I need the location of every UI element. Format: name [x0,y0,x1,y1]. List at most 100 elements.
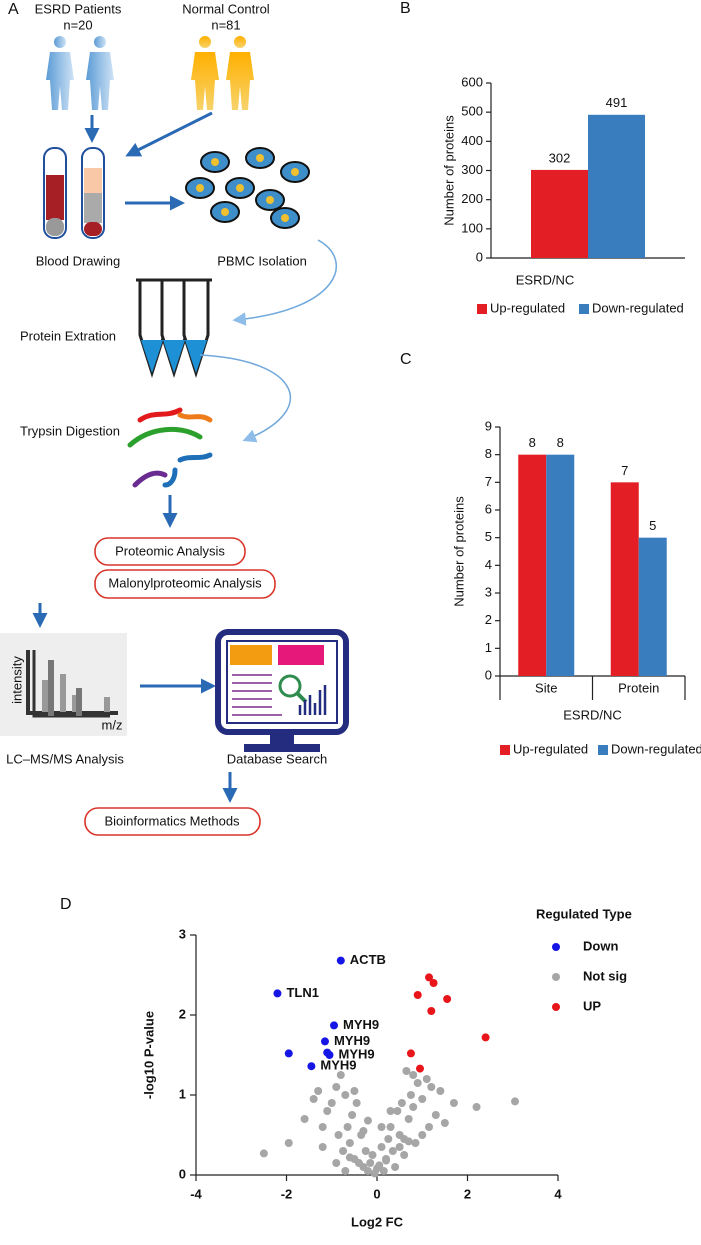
x-axis-label: ESRD/NC [563,707,622,722]
bar-chart: 0 100 200 300 400 500 600 ESRD/NC 302 491 Number o… [441,74,685,315]
point [400,1151,409,1159]
y-tick-label: 0 [485,667,492,682]
y-tick-label: 7 [485,474,492,489]
y-tick-label: 4 [485,557,492,572]
step-label: Trypsin Digestion [20,423,120,438]
x-axis-label: Log2 FC [351,1214,404,1229]
point [352,1099,361,1107]
y-tick-label: 400 [461,133,483,148]
point [341,1091,350,1099]
point [449,1099,458,1107]
x-tick-label: ESRD/NC [516,272,575,287]
point [382,1156,391,1165]
x-tick-label: 2 [464,1186,471,1201]
point [425,1123,434,1131]
y-tick-label: 500 [461,104,483,119]
y-tick-label: 0 [476,249,483,264]
point [413,1079,422,1087]
point [395,1143,404,1151]
point [320,1037,329,1046]
point [386,1107,395,1115]
legend-label: Up-regulated [490,300,565,315]
point [350,1087,359,1095]
point [343,1123,352,1131]
y-tick-label: 2 [179,1006,186,1021]
bar [531,169,588,258]
point [422,1075,431,1083]
point [336,1071,345,1079]
y-tick-label: 1 [179,1086,186,1101]
x-tick-label: -2 [281,1186,293,1201]
point [300,1115,309,1123]
workflow: ESRD Patients n=20 Normal Control n=81 B… [0,1,349,836]
point [418,1131,427,1139]
point [361,1147,370,1155]
arrow [125,111,213,157]
point-label: MYH9 [338,1046,374,1061]
method-label: Proteomic Analysis [115,543,225,558]
panel-label: C [400,351,412,368]
point [481,1033,490,1042]
point [429,979,438,987]
point [323,1107,332,1115]
patient-icons [46,36,114,110]
point [332,1159,341,1167]
y-tick-label: 3 [485,584,492,599]
y-tick-label: 1 [485,640,492,655]
point [427,1007,436,1015]
point [397,1099,406,1107]
step-label: LC–MS/MS Analysis [6,751,124,766]
group-label: ESRD Patients [35,1,122,16]
panel-label: A [8,1,19,18]
point [386,1123,395,1131]
ms-spectrum [26,650,118,718]
point [415,1064,424,1073]
point [366,1159,375,1167]
point [406,1091,415,1099]
monitor [215,629,349,752]
point [404,1137,413,1146]
protein-tubes [136,278,212,378]
group-label: Normal Control [182,1,270,16]
point [411,1139,420,1147]
legend-swatch [477,304,487,314]
arrow [199,354,291,443]
point [363,1167,372,1175]
legend-label: UP [583,998,601,1013]
axis-text: m/z [102,717,123,732]
legend-label: Down-regulated [592,300,684,315]
x-tick-label: 0 [373,1186,380,1201]
point [427,1083,436,1091]
y-axis-label: Number of proteins [441,115,456,226]
control-icons [191,36,254,110]
point [307,1062,316,1071]
axis-text: intensity [9,656,24,704]
peptides [127,407,213,488]
legend-label: Up-regulated [513,741,588,756]
method-box [84,807,261,836]
point [273,989,282,998]
y-tick-label: 6 [485,501,492,516]
step-label: Protein Extration [20,328,116,343]
point [375,1161,384,1170]
method-label: Bioinformatics Methods [104,813,240,828]
point [425,973,434,982]
arrow [232,239,338,326]
point [359,1127,368,1135]
step-label: Blood Drawing [36,253,121,268]
legend-marker [552,943,560,951]
point [323,1048,332,1057]
legend-swatch [579,304,589,314]
volcano-plot: -4 -2 0 2 40123ACTBTLN1MYH9MYH9MYH9MYH9Log2 … [141,906,631,1229]
group-size: n=20 [63,17,92,32]
panel-label: D [60,896,72,913]
y-axis-label: Number of proteins [451,496,466,607]
bar [546,454,575,676]
point [309,1095,318,1103]
panel-label: B [400,0,411,17]
blood-tubes [43,147,105,239]
value-label: 491 [606,95,628,110]
point [436,1087,445,1095]
bar [588,114,645,259]
